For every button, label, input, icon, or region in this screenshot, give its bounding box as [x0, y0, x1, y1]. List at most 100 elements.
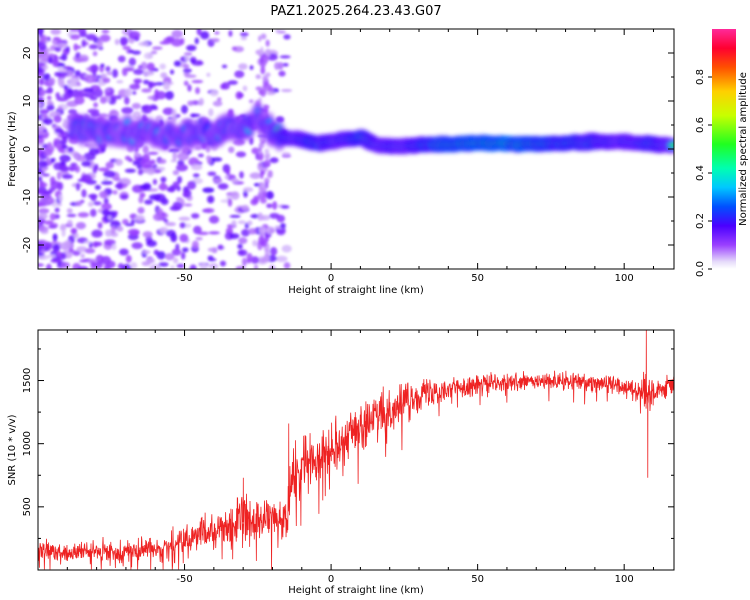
spectrogram-noise-blob	[184, 54, 190, 62]
spectrogram-noise-blob	[61, 174, 73, 180]
spectrogram-noise-blob	[213, 178, 223, 183]
spectrogram-noise-blob	[124, 88, 132, 97]
spectrogram-noise-blob	[50, 180, 61, 190]
spectrogram-noise-blob	[216, 97, 222, 102]
spectrogram-noise-blob	[80, 199, 85, 204]
spectrogram-noise-blob	[142, 70, 155, 76]
spectrogram-noise-blob	[38, 102, 43, 108]
spectrogram-noise-blob	[90, 261, 97, 269]
spectrogram-noise-blob	[253, 264, 259, 269]
spectrogram-noise-blob	[152, 213, 164, 221]
spectrogram-noise-blob	[64, 239, 72, 249]
spectrogram-noise-blob	[105, 65, 111, 72]
spectrogram-ytick-label: -10	[22, 189, 33, 205]
spectrogram-noise-blob	[137, 169, 144, 176]
spectrogram-noise-blob	[44, 220, 54, 225]
spectrogram-noise-blob	[264, 177, 270, 184]
spectrogram-noise-blob	[66, 213, 77, 218]
spectrogram-noise-blob	[259, 57, 264, 64]
spectrogram-noise-blob	[148, 82, 157, 88]
spectrogram-noise-blob	[160, 72, 168, 79]
spectrogram-noise-blob	[231, 46, 238, 51]
spectrogram-noise-blob	[280, 88, 293, 93]
spectrogram-noise-blob	[231, 220, 237, 227]
spectrogram-noise-blob	[38, 225, 49, 232]
spectrogram-noise-blob	[154, 82, 166, 86]
spectrogram-noise-blob	[38, 62, 46, 67]
spectrogram-noise-blob	[138, 65, 143, 69]
spectrogram-noise-blob	[166, 187, 176, 192]
spectrogram-noise-blob	[164, 253, 175, 261]
snr-frame	[37, 329, 675, 571]
spectrogram-noise-blob	[202, 187, 215, 193]
spectrogram-noise-blob	[242, 187, 254, 193]
spectrogram-noise-blob	[63, 84, 70, 90]
spectrogram-noise-blob	[195, 87, 201, 95]
spectrogram-noise-blob	[114, 184, 123, 189]
spectrogram-noise-blob	[75, 45, 82, 49]
snr-xtick-label: -50	[176, 574, 192, 585]
spectrogram-noise-blob	[56, 42, 68, 49]
spectrogram-noise-blob	[124, 223, 135, 227]
spectrogram-noise-blob	[265, 255, 270, 263]
spectrogram-noise-blob	[258, 236, 265, 242]
spectrogram-noise-blob	[40, 122, 45, 126]
spectrogram-noise-blob	[84, 240, 91, 244]
spectrogram-noise-blob	[263, 159, 271, 168]
spectrogram-noise-blob	[158, 158, 167, 164]
spectrogram-noise-blob	[139, 192, 146, 198]
spectrogram-noise-blob	[239, 32, 249, 37]
spectrogram-noise-blob	[46, 263, 52, 269]
spectrogram-noise-blob	[38, 49, 43, 53]
spectrogram-noise-blob	[228, 30, 233, 37]
spectrogram-noise-blob	[182, 64, 190, 69]
spectrogram-noise-blob	[89, 148, 100, 156]
spectrogram-noise-blob	[154, 89, 159, 97]
spectrogram-noise-blob	[195, 237, 203, 241]
spectrogram-noise-blob	[179, 233, 189, 243]
spectrogram-ridge	[66, 100, 674, 155]
spectrogram-noise-blob	[72, 250, 81, 256]
spectrogram-noise-blob	[250, 256, 260, 264]
spectrogram-noise-blob	[182, 247, 189, 253]
spectrogram-noise-blob	[203, 207, 215, 214]
spectrogram-noise-blob	[176, 263, 185, 269]
spectrogram-ytick-label: -20	[22, 237, 33, 253]
spectrogram-noise-blob	[128, 49, 135, 54]
spectrogram-noise-blob	[81, 189, 87, 198]
spectrogram-noise-blob	[282, 62, 289, 67]
spectrogram-noise-blob	[38, 263, 45, 267]
spectrogram-noise-blob	[105, 161, 115, 169]
spectrogram-noise-blob	[136, 163, 143, 170]
spectrogram-noise-blob	[173, 60, 182, 67]
spectrogram-noise-blob	[106, 260, 116, 269]
colorbar-gradient	[712, 29, 736, 269]
spectrogram-noise-blob	[257, 212, 263, 221]
spectrogram-noise-blob	[114, 38, 120, 46]
spectrogram-noise-blob	[134, 214, 145, 222]
spectrogram-noise-blob	[59, 72, 69, 77]
spectrogram-noise-blob	[128, 57, 137, 67]
spectrogram-noise-blob	[149, 194, 161, 201]
spectrogram-noise-blob	[47, 56, 53, 64]
spectrogram-noise-blob	[156, 251, 166, 260]
spectrogram-noise-blob	[124, 155, 131, 161]
spectrogram-noise-blob	[176, 197, 183, 202]
spectrogram-noise-blob	[187, 180, 197, 190]
spectrogram-noise-blob	[94, 184, 101, 190]
spectrogram-noise-blob	[38, 208, 50, 214]
colorbar-tick-label: 0.0	[695, 261, 706, 277]
spectrogram-noise-blob	[258, 35, 262, 42]
spectrogram-noise-blob	[103, 197, 109, 204]
spectrogram-ticks: -50 0 50 100 -20 -10 0 10 20	[22, 28, 674, 284]
spectrogram-noise-blob	[130, 219, 135, 225]
spectrogram-noise-blob	[69, 29, 81, 33]
spectrogram-noise-blob	[262, 84, 269, 89]
spectrogram-noise-blob	[70, 227, 78, 235]
spectrogram-noise-blob	[152, 178, 158, 185]
spectrogram-noise-blob	[159, 63, 166, 70]
spectrogram-noise-blob	[56, 202, 62, 207]
spectrogram-heatmap	[38, 29, 674, 269]
spectrogram-noise-blob	[229, 233, 240, 240]
spectrogram-noise-blob	[187, 84, 192, 92]
